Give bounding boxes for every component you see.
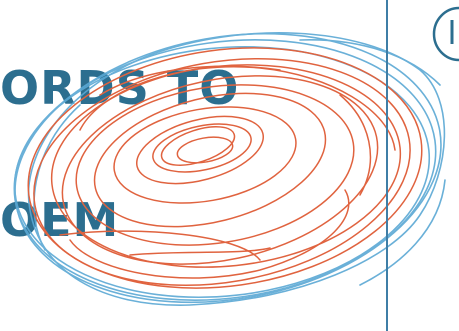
red-spiral-strokes bbox=[27, 47, 423, 289]
column-divider bbox=[386, 0, 388, 331]
